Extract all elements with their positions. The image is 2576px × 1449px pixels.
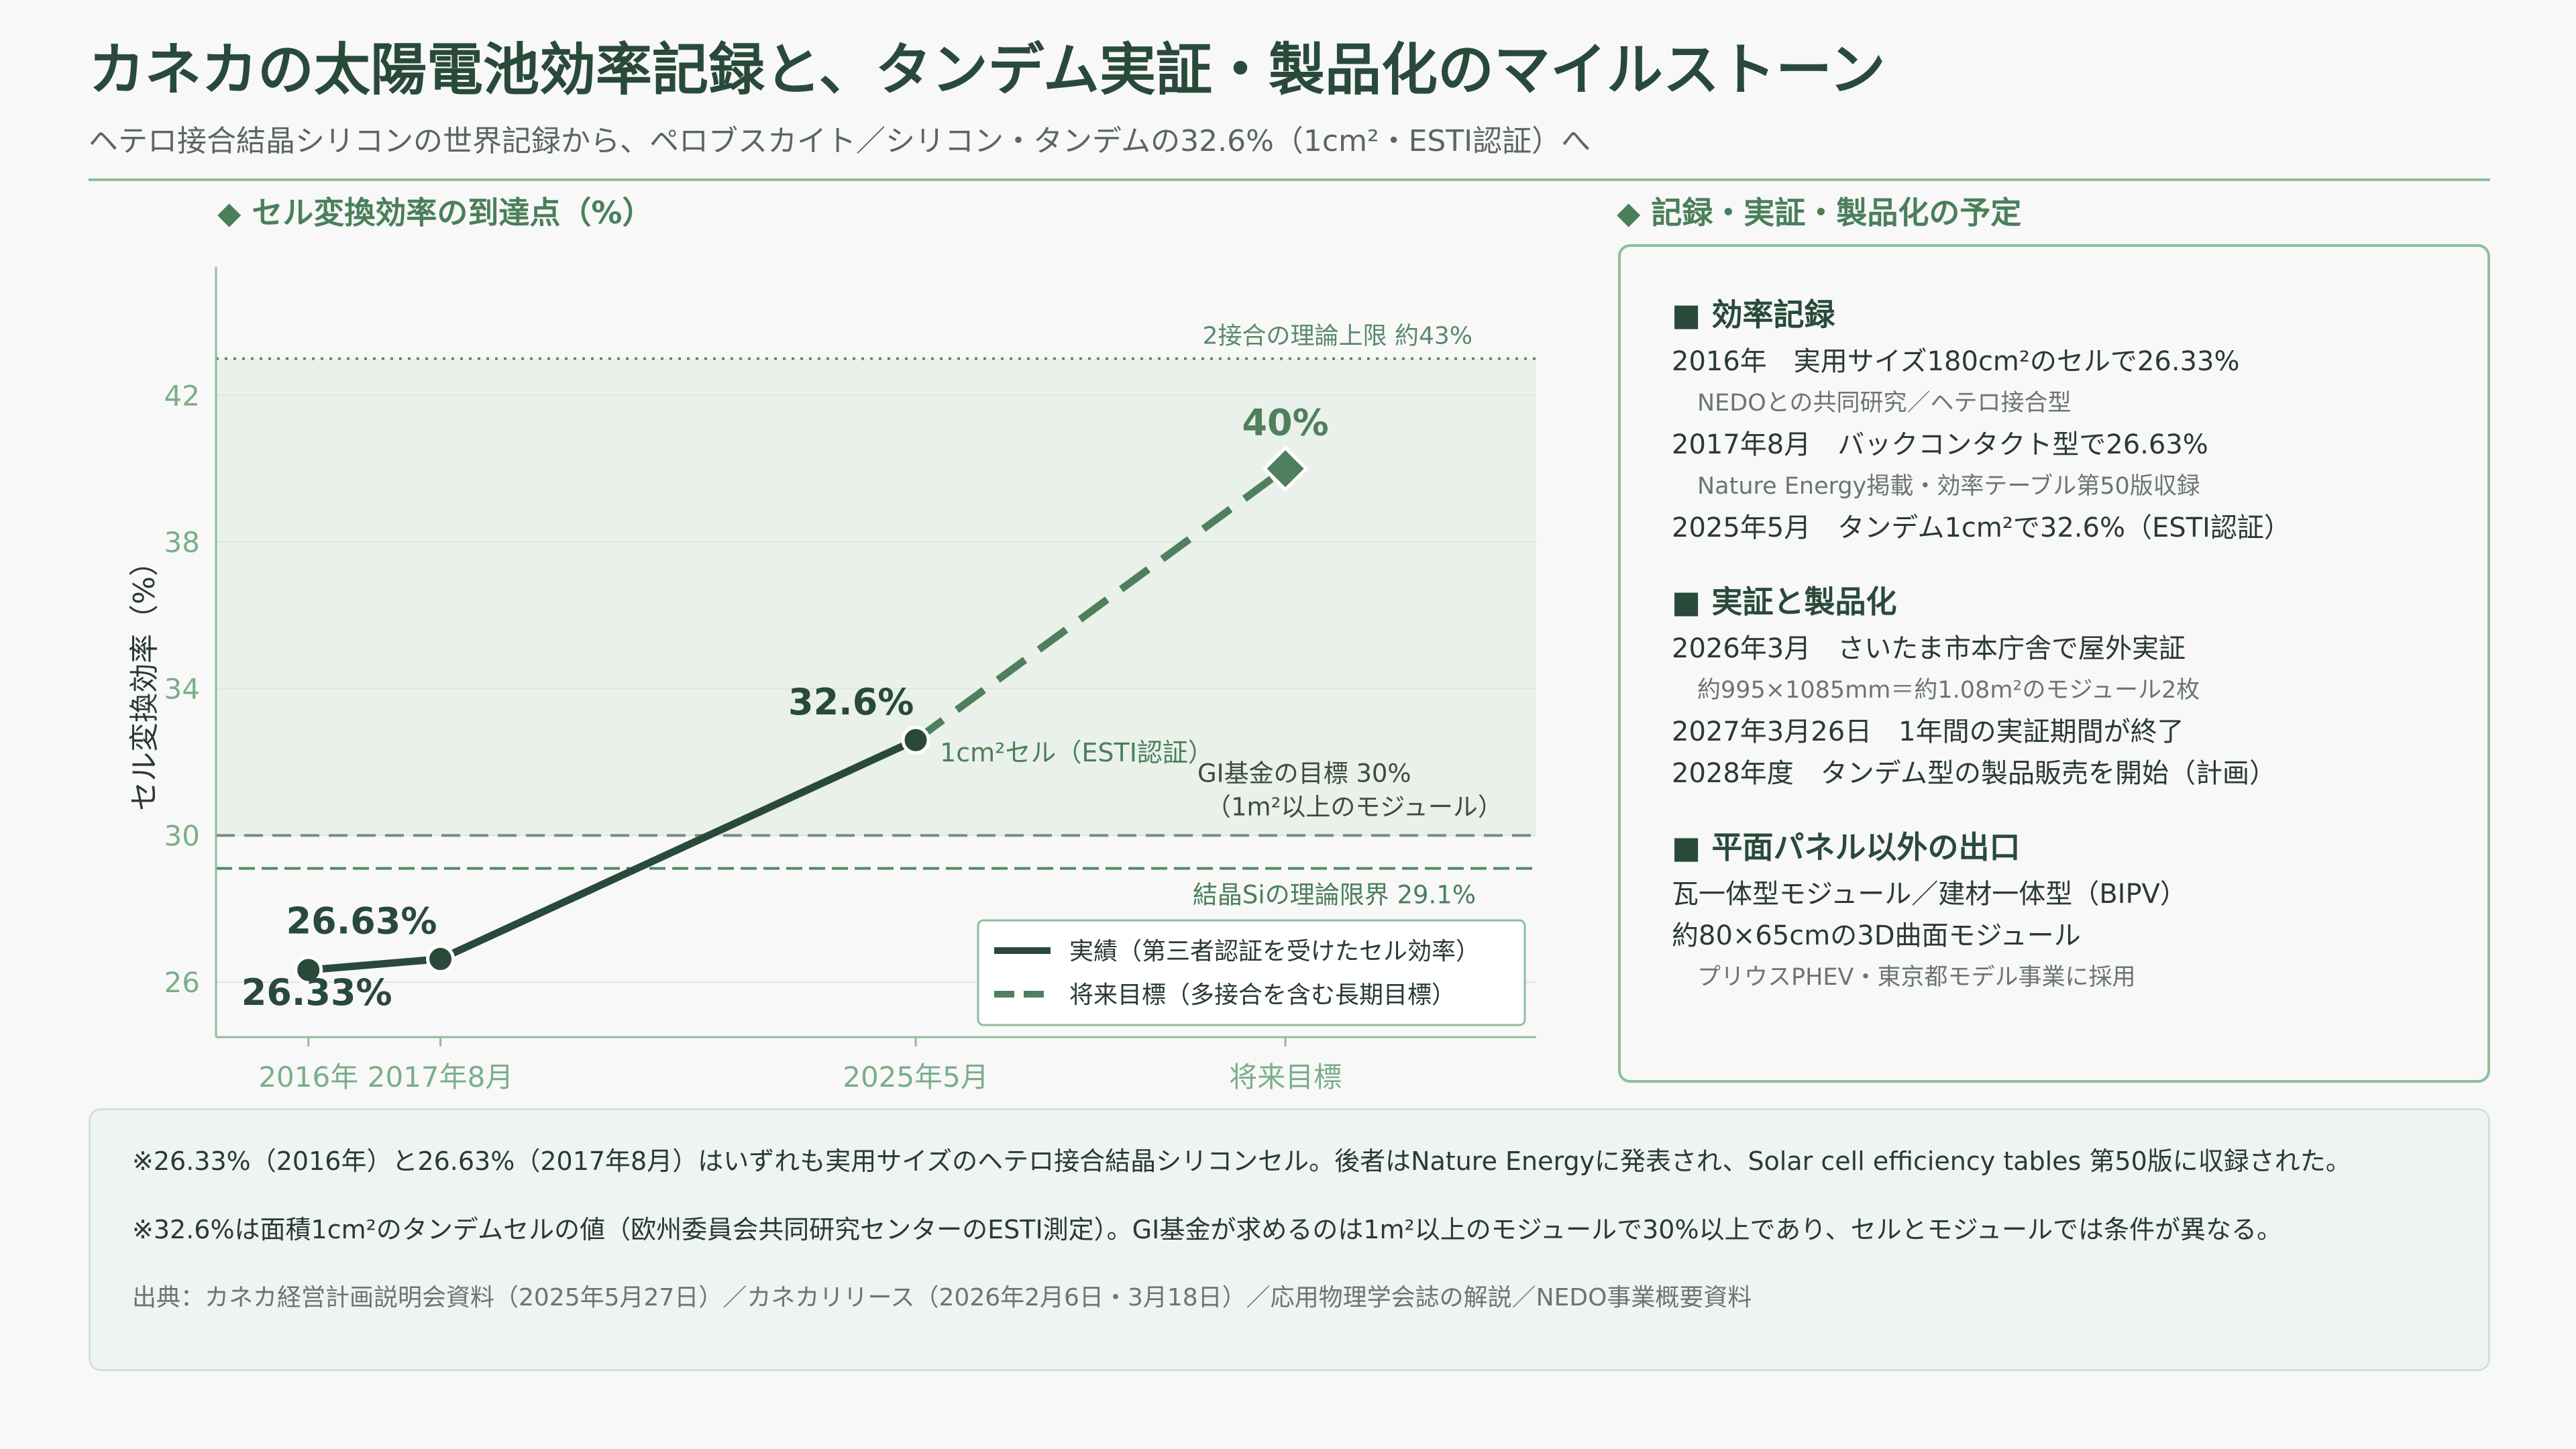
x-tick-label: 2017年8月 [368, 1061, 514, 1093]
group-efficiency-records: ■ 効率記録 2016年 実用サイズ180cm²のセルで26.33% NEDOと… [1672, 288, 2487, 549]
milestone-item: 2017年8月 バックコンタクト型で26.63% [1672, 429, 2208, 460]
milestone-detail: Nature Energy掲載・効率テーブル第50版収録 [1697, 473, 2200, 500]
milestone-item: 2025年5月 タンデム1cm²で32.6%（ESTI認証） [1672, 513, 2291, 543]
y-tick-label: 42 [164, 379, 200, 412]
notes-box: ※26.33%（2016年）と26.63%（2017年8月）はいずれも実用サイズ… [89, 1108, 2490, 1371]
y-tick-label: 38 [164, 526, 200, 559]
point-annotation: 1cm²セル（ESTI認証） [940, 738, 1214, 767]
milestone-item: 2026年3月 さいたま市本庁舎で屋外実証 [1672, 633, 2186, 664]
group-title: ■ 平面パネル以外の出口 [1672, 829, 2021, 865]
note-line: ※26.33%（2016年）と26.63%（2017年8月）はいずれも実用サイズ… [132, 1146, 2351, 1176]
group-title: ■ 効率記録 [1672, 297, 1835, 333]
data-label: 26.63% [286, 900, 437, 943]
gi-target-sublabel: （1m²以上のモジュール） [1206, 792, 1503, 821]
target-point [1262, 445, 1309, 492]
milestone-detail: 約995×1085mm＝約1.08m²のモジュール2枚 [1697, 677, 2200, 704]
y-tick-label: 26 [164, 966, 200, 999]
source-credit: 出典：カネカ経営計画説明会資料（2025年5月27日）／カネカリリース（2026… [132, 1284, 1752, 1311]
legend-label: 実績（第三者認証を受けたセル効率） [1069, 938, 1480, 965]
x-tick-label: 将来目標 [1229, 1061, 1342, 1093]
header-divider [89, 178, 2490, 181]
theory-limit-label: 2接合の理論上限 約43% [1203, 323, 1472, 350]
y-tick-label: 34 [164, 673, 200, 706]
x-tick-label: 2016年 [258, 1061, 358, 1093]
data-point [901, 725, 930, 755]
x-tick-label: 2025年5月 [843, 1061, 989, 1093]
y-axis-label: セル変換効率（%） [127, 547, 162, 811]
page-title: カネカの太陽電池効率記録と、タンデム実証・製品化のマイルストーン [89, 37, 1886, 103]
milestone-item: 2016年 実用サイズ180cm²のセルで26.33% [1672, 346, 2240, 377]
milestone-item: 2028年度 タンデム型の製品販売を開始（計画） [1672, 758, 2276, 789]
milestone-detail: NEDOとの共同研究／ヘテロ接合型 [1697, 390, 2072, 417]
data-point [426, 945, 455, 974]
group-title: ■ 実証と製品化 [1672, 584, 1897, 620]
side-section-title: ◆ 記録・実証・製品化の予定 [1617, 195, 2022, 231]
si-limit-label: 結晶Siの理論限界 29.1% [1193, 881, 1476, 910]
data-label: 40% [1242, 402, 1328, 444]
milestone-item: 瓦一体型モジュール／建材一体型（BIPV） [1672, 879, 2187, 910]
y-tick-label: 30 [164, 819, 200, 852]
milestone-item: 約80×65cmの3D曲面モジュール [1672, 920, 2081, 951]
data-label: 26.33% [241, 971, 392, 1014]
page-subtitle: ヘテロ接合結晶シリコンの世界記録から、ペロブスカイト／シリコン・タンデムの32.… [89, 124, 1591, 158]
chart-section-title: ◆ セル変換効率の到達点（%） [217, 195, 653, 231]
data-label: 32.6% [788, 681, 914, 723]
milestone-item: 2027年3月26日 1年間の実証期間が終了 [1672, 716, 2184, 747]
series-line-target [913, 466, 1288, 743]
gi-target-label: GI基金の目標 30% [1197, 759, 1411, 788]
legend-label: 将来目標（多接合を含む長期目標） [1069, 981, 1456, 1009]
milestone-detail: プリウスPHEV・東京都モデル事業に採用 [1697, 964, 2136, 991]
group-demonstration: ■ 実証と製品化 2026年3月 さいたま市本庁舎で屋外実証 約995×1085… [1672, 576, 2487, 794]
data-point [294, 955, 323, 985]
milestone-panel: ■ 効率記録 2016年 実用サイズ180cm²のセルで26.33% NEDOと… [1618, 244, 2490, 1083]
group-other-outlets: ■ 平面パネル以外の出口 瓦一体型モジュール／建材一体型（BIPV） 約80×6… [1672, 821, 2487, 998]
legend-box [977, 919, 1526, 1026]
note-line: ※32.6%は面積1cm²のタンデムセルの値（欧州委員会共同研究センターのEST… [132, 1215, 2282, 1244]
